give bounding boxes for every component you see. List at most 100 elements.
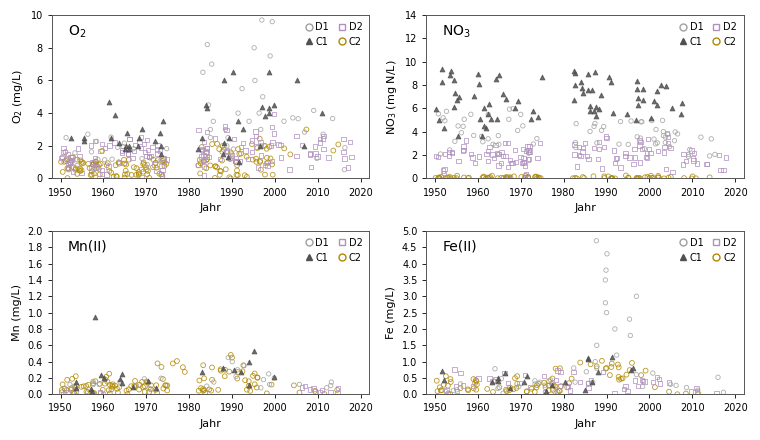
Point <box>496 375 508 382</box>
Point <box>438 377 450 384</box>
Point <box>603 371 616 378</box>
Point <box>663 379 676 386</box>
Point <box>100 171 112 178</box>
Point <box>662 134 674 141</box>
Point <box>473 375 485 382</box>
Point <box>58 158 70 165</box>
Point <box>266 18 278 25</box>
Point <box>155 363 167 370</box>
Point <box>128 384 141 391</box>
Point <box>242 359 255 366</box>
Point <box>429 152 442 159</box>
Point <box>318 390 331 397</box>
Point <box>527 140 540 147</box>
Point <box>538 379 550 386</box>
Point <box>317 131 329 138</box>
Point <box>523 149 535 156</box>
Point <box>613 364 625 371</box>
Point <box>242 378 255 385</box>
Point <box>581 354 594 361</box>
Point <box>667 105 679 112</box>
Point <box>309 143 321 150</box>
Point <box>633 142 645 149</box>
Point <box>670 382 682 389</box>
Point <box>62 165 74 172</box>
Point <box>130 171 142 178</box>
Point <box>691 388 703 395</box>
Point <box>496 174 508 181</box>
Point <box>521 388 533 395</box>
Point <box>486 378 499 385</box>
Point <box>605 175 617 182</box>
Point <box>102 160 114 167</box>
Point <box>596 357 608 364</box>
Point <box>338 166 350 173</box>
Point <box>198 152 210 159</box>
Point <box>546 381 559 389</box>
Point <box>259 113 271 120</box>
Point <box>252 164 264 171</box>
Point <box>637 383 649 390</box>
Point <box>524 143 536 150</box>
Point <box>217 146 230 153</box>
Point <box>293 381 306 388</box>
Point <box>55 386 68 393</box>
Point <box>304 151 316 158</box>
Point <box>263 105 275 112</box>
Point <box>452 122 464 129</box>
Point <box>89 158 101 165</box>
Point <box>680 384 692 391</box>
Point <box>588 123 600 130</box>
Point <box>305 164 317 171</box>
Point <box>135 165 147 172</box>
Point <box>600 267 612 274</box>
Point <box>150 159 162 166</box>
Point <box>630 293 642 300</box>
Point <box>636 377 648 384</box>
Point <box>451 175 463 182</box>
Point <box>629 145 641 152</box>
Point <box>138 375 150 382</box>
Point <box>645 114 657 121</box>
Point <box>489 376 502 383</box>
Point <box>596 165 608 172</box>
Point <box>600 309 613 316</box>
Point <box>105 169 117 176</box>
Point <box>57 144 69 151</box>
Point <box>546 380 558 387</box>
Point <box>492 71 505 78</box>
Point <box>258 142 271 149</box>
Point <box>635 135 647 142</box>
Point <box>261 390 273 397</box>
Point <box>134 381 146 388</box>
Point <box>639 174 651 181</box>
Point <box>242 155 254 162</box>
Point <box>147 164 159 171</box>
Point <box>622 174 635 181</box>
Point <box>116 379 128 386</box>
Point <box>525 385 537 392</box>
Point <box>155 150 167 158</box>
Point <box>228 136 240 143</box>
Point <box>237 126 249 133</box>
Point <box>440 108 452 115</box>
Point <box>138 140 150 147</box>
Point <box>214 156 226 163</box>
Point <box>622 174 635 181</box>
Point <box>450 383 462 390</box>
Point <box>74 165 86 172</box>
Point <box>129 378 141 385</box>
Point <box>90 158 102 165</box>
Point <box>500 386 512 393</box>
Point <box>226 150 238 158</box>
Point <box>75 169 87 176</box>
Point <box>266 158 278 165</box>
Point <box>532 114 544 121</box>
Point <box>512 97 524 104</box>
Point <box>220 148 233 155</box>
Point <box>483 110 495 117</box>
Point <box>530 135 543 142</box>
Point <box>299 128 311 136</box>
Point <box>274 142 287 149</box>
Point <box>129 141 141 148</box>
